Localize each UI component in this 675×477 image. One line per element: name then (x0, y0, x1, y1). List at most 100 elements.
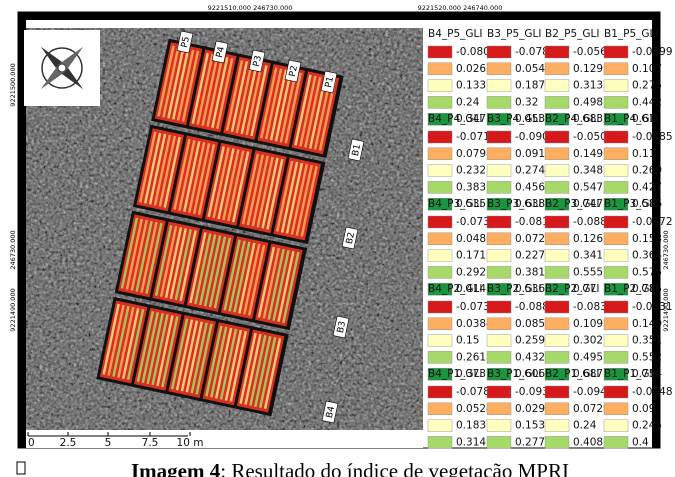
legend-value: 0.24 (456, 96, 480, 108)
legend-swatch (545, 181, 569, 193)
legend-swatch (604, 250, 628, 262)
legend-swatch (604, 436, 628, 448)
legend-value: 0.351 (632, 335, 662, 347)
legend-swatch (604, 131, 628, 143)
top-coordinate: 9221520.000 246740.000 (418, 4, 503, 12)
legend-swatch (487, 216, 511, 228)
right-coordinate: 246730.000 (662, 230, 670, 269)
legend-header: B3_P4_GLI (487, 113, 541, 125)
legend-swatch (604, 335, 628, 347)
legend-value: 0.313 (573, 80, 603, 92)
legend-value: 0.149 (573, 148, 603, 160)
legend-header: B3_P2_GLI (487, 283, 541, 295)
legend-value: 0.32 (515, 96, 538, 108)
legend-value: 0.4 (632, 436, 649, 448)
legend-swatch (487, 351, 511, 363)
legend-swatch (545, 420, 569, 432)
legend-value: 0.341 (573, 250, 603, 262)
scale-label: 5 (105, 437, 112, 449)
legend-value: 0.408 (573, 436, 603, 448)
legend-header: B4_P4_GLI (428, 113, 482, 125)
legend-swatch (545, 63, 569, 75)
legend-value: 0.381 (515, 266, 545, 278)
legend-value: 0.171 (456, 250, 486, 262)
legend-value: 0.555 (573, 266, 603, 278)
legend-swatch (545, 80, 569, 92)
legend-value: 0.153 (515, 420, 545, 432)
legend-header: B1_P5_GLI (604, 28, 658, 40)
legend-header: B2_P1_GLI (545, 368, 599, 380)
legend-swatch (428, 266, 452, 278)
legend-swatch (604, 216, 628, 228)
legend-header: B4_P1_GLI (428, 368, 482, 380)
legend-swatch (487, 250, 511, 262)
legend-swatch (487, 233, 511, 245)
legend-swatch (487, 335, 511, 347)
legend-swatch (487, 148, 511, 160)
legend-value: 0.547 (573, 181, 603, 193)
legend-swatch (487, 301, 511, 313)
legend-value: 0.456 (515, 181, 545, 193)
legend-swatch (545, 148, 569, 160)
legend-value: 0.11 (632, 148, 655, 160)
legend-swatch (604, 351, 628, 363)
legend-swatch (604, 148, 628, 160)
legend-swatch (428, 386, 452, 398)
legend-value: -0.088 (515, 301, 549, 313)
legend-swatch (545, 386, 569, 398)
legend-header: B3_P5_GLI (487, 28, 541, 40)
legend-swatch (545, 216, 569, 228)
legend-value: 0.314 (456, 436, 486, 448)
legend-value: 0.552 (632, 351, 662, 363)
legend-value: 0.187 (515, 80, 545, 92)
legend-swatch (545, 250, 569, 262)
north-arrow (24, 30, 100, 106)
top-coordinate: 9221510.000 246730.000 (208, 4, 293, 12)
legend-value: -0.0485 (632, 131, 673, 143)
legend-value: 0.133 (456, 80, 486, 92)
legend-swatch (428, 436, 452, 448)
legend-value: 0.269 (632, 165, 662, 177)
legend-value: 0.498 (573, 96, 603, 108)
legend-value: 0.302 (573, 335, 603, 347)
legend-value: 0.261 (456, 351, 486, 363)
legend-header: B4_P2_GLI (428, 283, 482, 295)
legend-swatch (428, 181, 452, 193)
legend-value: 0.575 (632, 266, 662, 278)
legend-swatch (545, 351, 569, 363)
legend-swatch (428, 420, 452, 432)
legend-value: 0.15 (456, 335, 479, 347)
top-border (18, 12, 660, 20)
left-coordinate: 9221490.000 (9, 288, 17, 331)
legend-swatch (428, 131, 452, 143)
legend-value: -0.078 (515, 46, 549, 58)
legend-swatch (545, 46, 569, 58)
legend-value: -0.0599 (632, 46, 673, 58)
legend-header: B2_P4_GLI (545, 113, 599, 125)
legend-header: B2_P3_GLI (545, 198, 599, 210)
caption-text: : Resultado do índice de vegetação MPRI (220, 459, 569, 477)
border-gap (26, 20, 151, 28)
legend-swatch (545, 233, 569, 245)
legend-swatch (604, 266, 628, 278)
legend-header: B1_P3_GLI (604, 198, 658, 210)
legend-swatch (604, 403, 628, 415)
legend-swatch (428, 301, 452, 313)
legend-value: 0.495 (573, 351, 603, 363)
legend-swatch (487, 403, 511, 415)
legend-swatch (428, 335, 452, 347)
legend-value: 0.292 (456, 266, 486, 278)
legend-value: 0.348 (573, 165, 603, 177)
legend-swatch (428, 351, 452, 363)
legend-header: B1_P1_GLI (604, 368, 658, 380)
legend-value: 0.232 (456, 165, 486, 177)
legend-swatch (545, 266, 569, 278)
legend-value: 0.153 (632, 233, 662, 245)
legend-swatch (428, 403, 452, 415)
legend-value: 0.227 (515, 250, 545, 262)
legend-header: B1_P2_GLI (604, 283, 658, 295)
legend-value: 0.274 (515, 165, 545, 177)
legend-swatch (487, 165, 511, 177)
legend-swatch (428, 63, 452, 75)
legend-swatch (604, 318, 628, 330)
